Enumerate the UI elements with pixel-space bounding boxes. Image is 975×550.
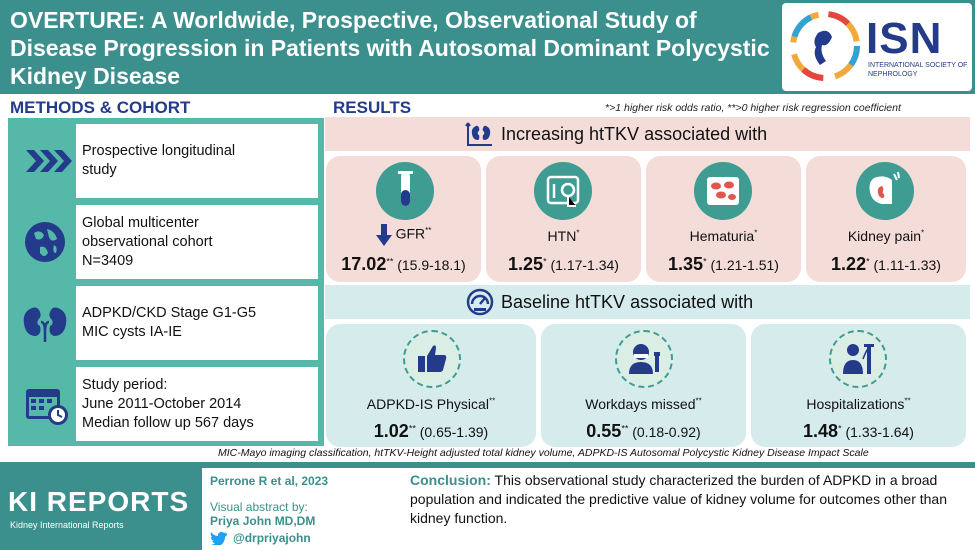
result-label: Hospitalizations — [806, 396, 905, 412]
result-card-htn: HTN* 1.25* (1.17-1.34) — [486, 156, 641, 282]
conclusion-label: Conclusion: — [410, 472, 491, 488]
result-label: GFR — [395, 225, 426, 242]
result-card-hospitalizations: Hospitalizations** 1.48* (1.33-1.64) — [751, 324, 966, 447]
methods-heading: METHODS & COHORT — [10, 98, 191, 117]
result-card-hematuria: Hematuria* 1.35* (1.21-1.51) — [646, 156, 801, 282]
globe-icon — [25, 222, 65, 262]
result-value: 1.48* (1.33-1.64) — [803, 421, 914, 441]
significance-note: *>1 higher risk odds ratio, **>0 higher … — [605, 102, 901, 114]
result-card-adpkd-is-physical: ADPKD-IS Physical** 1.02** (0.65-1.39) — [326, 324, 536, 447]
method-line: MIC cysts IA-IE — [82, 324, 182, 340]
method-item: Prospective longitudinal study — [14, 124, 318, 198]
result-value: 1.25* (1.17-1.34) — [508, 254, 619, 274]
method-line: June 2011-October 2014 — [82, 395, 242, 412]
result-label: ADPKD-IS Physical — [366, 396, 489, 412]
method-line: Study period: — [82, 376, 168, 393]
result-value: 1.35* (1.21-1.51) — [668, 254, 779, 274]
logo-subtitle: INTERNATIONAL SOCIETY OF NEPHROLOGY — [868, 62, 968, 78]
kidney-pain-icon — [869, 171, 900, 204]
calendar-icon — [26, 389, 68, 425]
isn-logo: ISN INTERNATIONAL SOCIETY OF NEPHROLOGY — [782, 3, 972, 91]
increasing-banner: Increasing htTKV associated with — [325, 117, 970, 151]
result-card-gfr: GFR** 17.02** (15.9-18.1) — [326, 156, 481, 282]
method-line: ADPKD/CKD Stage G1-G5 — [82, 305, 257, 321]
method-line: Global multicenter — [82, 214, 199, 231]
result-label: Workdays missed — [585, 396, 696, 412]
methods-panel: Prospective longitudinal study Global mu… — [8, 118, 324, 446]
result-value: 0.55** (0.18-0.92) — [586, 421, 701, 441]
kidneys-icon — [23, 307, 67, 342]
method-line: Median follow up 567 days — [82, 414, 254, 431]
journal-logo: KI REPORTS Kidney International Reports — [0, 468, 202, 550]
result-card-workdays-missed: Workdays missed** 0.55** (0.18-0.92) — [541, 324, 746, 447]
blood-pressure-icon — [546, 175, 580, 207]
down-arrow-icon — [375, 224, 392, 246]
method-item: Study period: June 2011-October 2014 Med… — [14, 367, 318, 441]
citation: Perrone R et al, 2023 — [210, 474, 329, 488]
logo-text: ISN — [866, 14, 943, 63]
test-tube-icon — [398, 171, 413, 206]
result-value: 17.02** (15.9-18.1) — [341, 254, 466, 274]
method-line: Prospective longitudinal — [82, 143, 236, 159]
result-label: Kidney pain — [847, 228, 922, 244]
isn-globe-logo-icon — [790, 11, 860, 81]
header-banner: OVERTURE: A Worldwide, Prospective, Obse… — [0, 0, 975, 94]
method-line: study — [82, 162, 117, 178]
result-card-kidney-pain: Kidney pain* 1.22* (1.11-1.33) — [806, 156, 966, 282]
results-heading: RESULTS — [333, 98, 412, 117]
page-title: OVERTURE: A Worldwide, Prospective, Obse… — [10, 7, 770, 89]
twitter-bird-icon — [210, 531, 227, 545]
baseline-title: Baseline htTKV associated with — [501, 291, 754, 312]
visual-abstract-credit: Visual abstract by: — [210, 500, 308, 514]
twitter-handle[interactable]: @drpriyajohn — [210, 531, 311, 545]
thumbs-up-icon — [418, 345, 447, 372]
footer-divider — [0, 462, 975, 468]
journal-subtitle: Kidney International Reports — [10, 520, 124, 530]
abbreviations-note: MIC-Mayo imaging classification, htTKV-H… — [218, 447, 869, 459]
method-line: N=3409 — [82, 252, 134, 269]
method-line: observational cohort — [82, 233, 213, 250]
method-item: Global multicenter observational cohort … — [14, 205, 318, 279]
journal-title: KI REPORTS — [8, 486, 190, 517]
hospital-bed-icon — [843, 344, 874, 374]
kidney-chart-icon — [465, 122, 492, 146]
result-label: HTN — [547, 228, 577, 244]
result-label: Hematuria — [689, 228, 755, 244]
increasing-title: Increasing htTKV associated with — [501, 123, 768, 144]
result-value: 1.22* (1.11-1.33) — [831, 254, 941, 274]
sick-worker-icon — [629, 344, 660, 374]
conclusion-text: Conclusion: This observational study cha… — [410, 472, 948, 526]
result-value: 1.02** (0.65-1.39) — [373, 421, 489, 441]
baseline-banner: Baseline htTKV associated with — [325, 285, 970, 319]
author-name: Priya John MD,DM — [210, 514, 316, 528]
chevrons-icon — [26, 150, 72, 172]
gauge-icon — [466, 288, 494, 316]
method-item: ADPKD/CKD Stage G1-G5 MIC cysts IA-IE — [14, 286, 318, 360]
blood-cells-icon — [707, 177, 739, 205]
